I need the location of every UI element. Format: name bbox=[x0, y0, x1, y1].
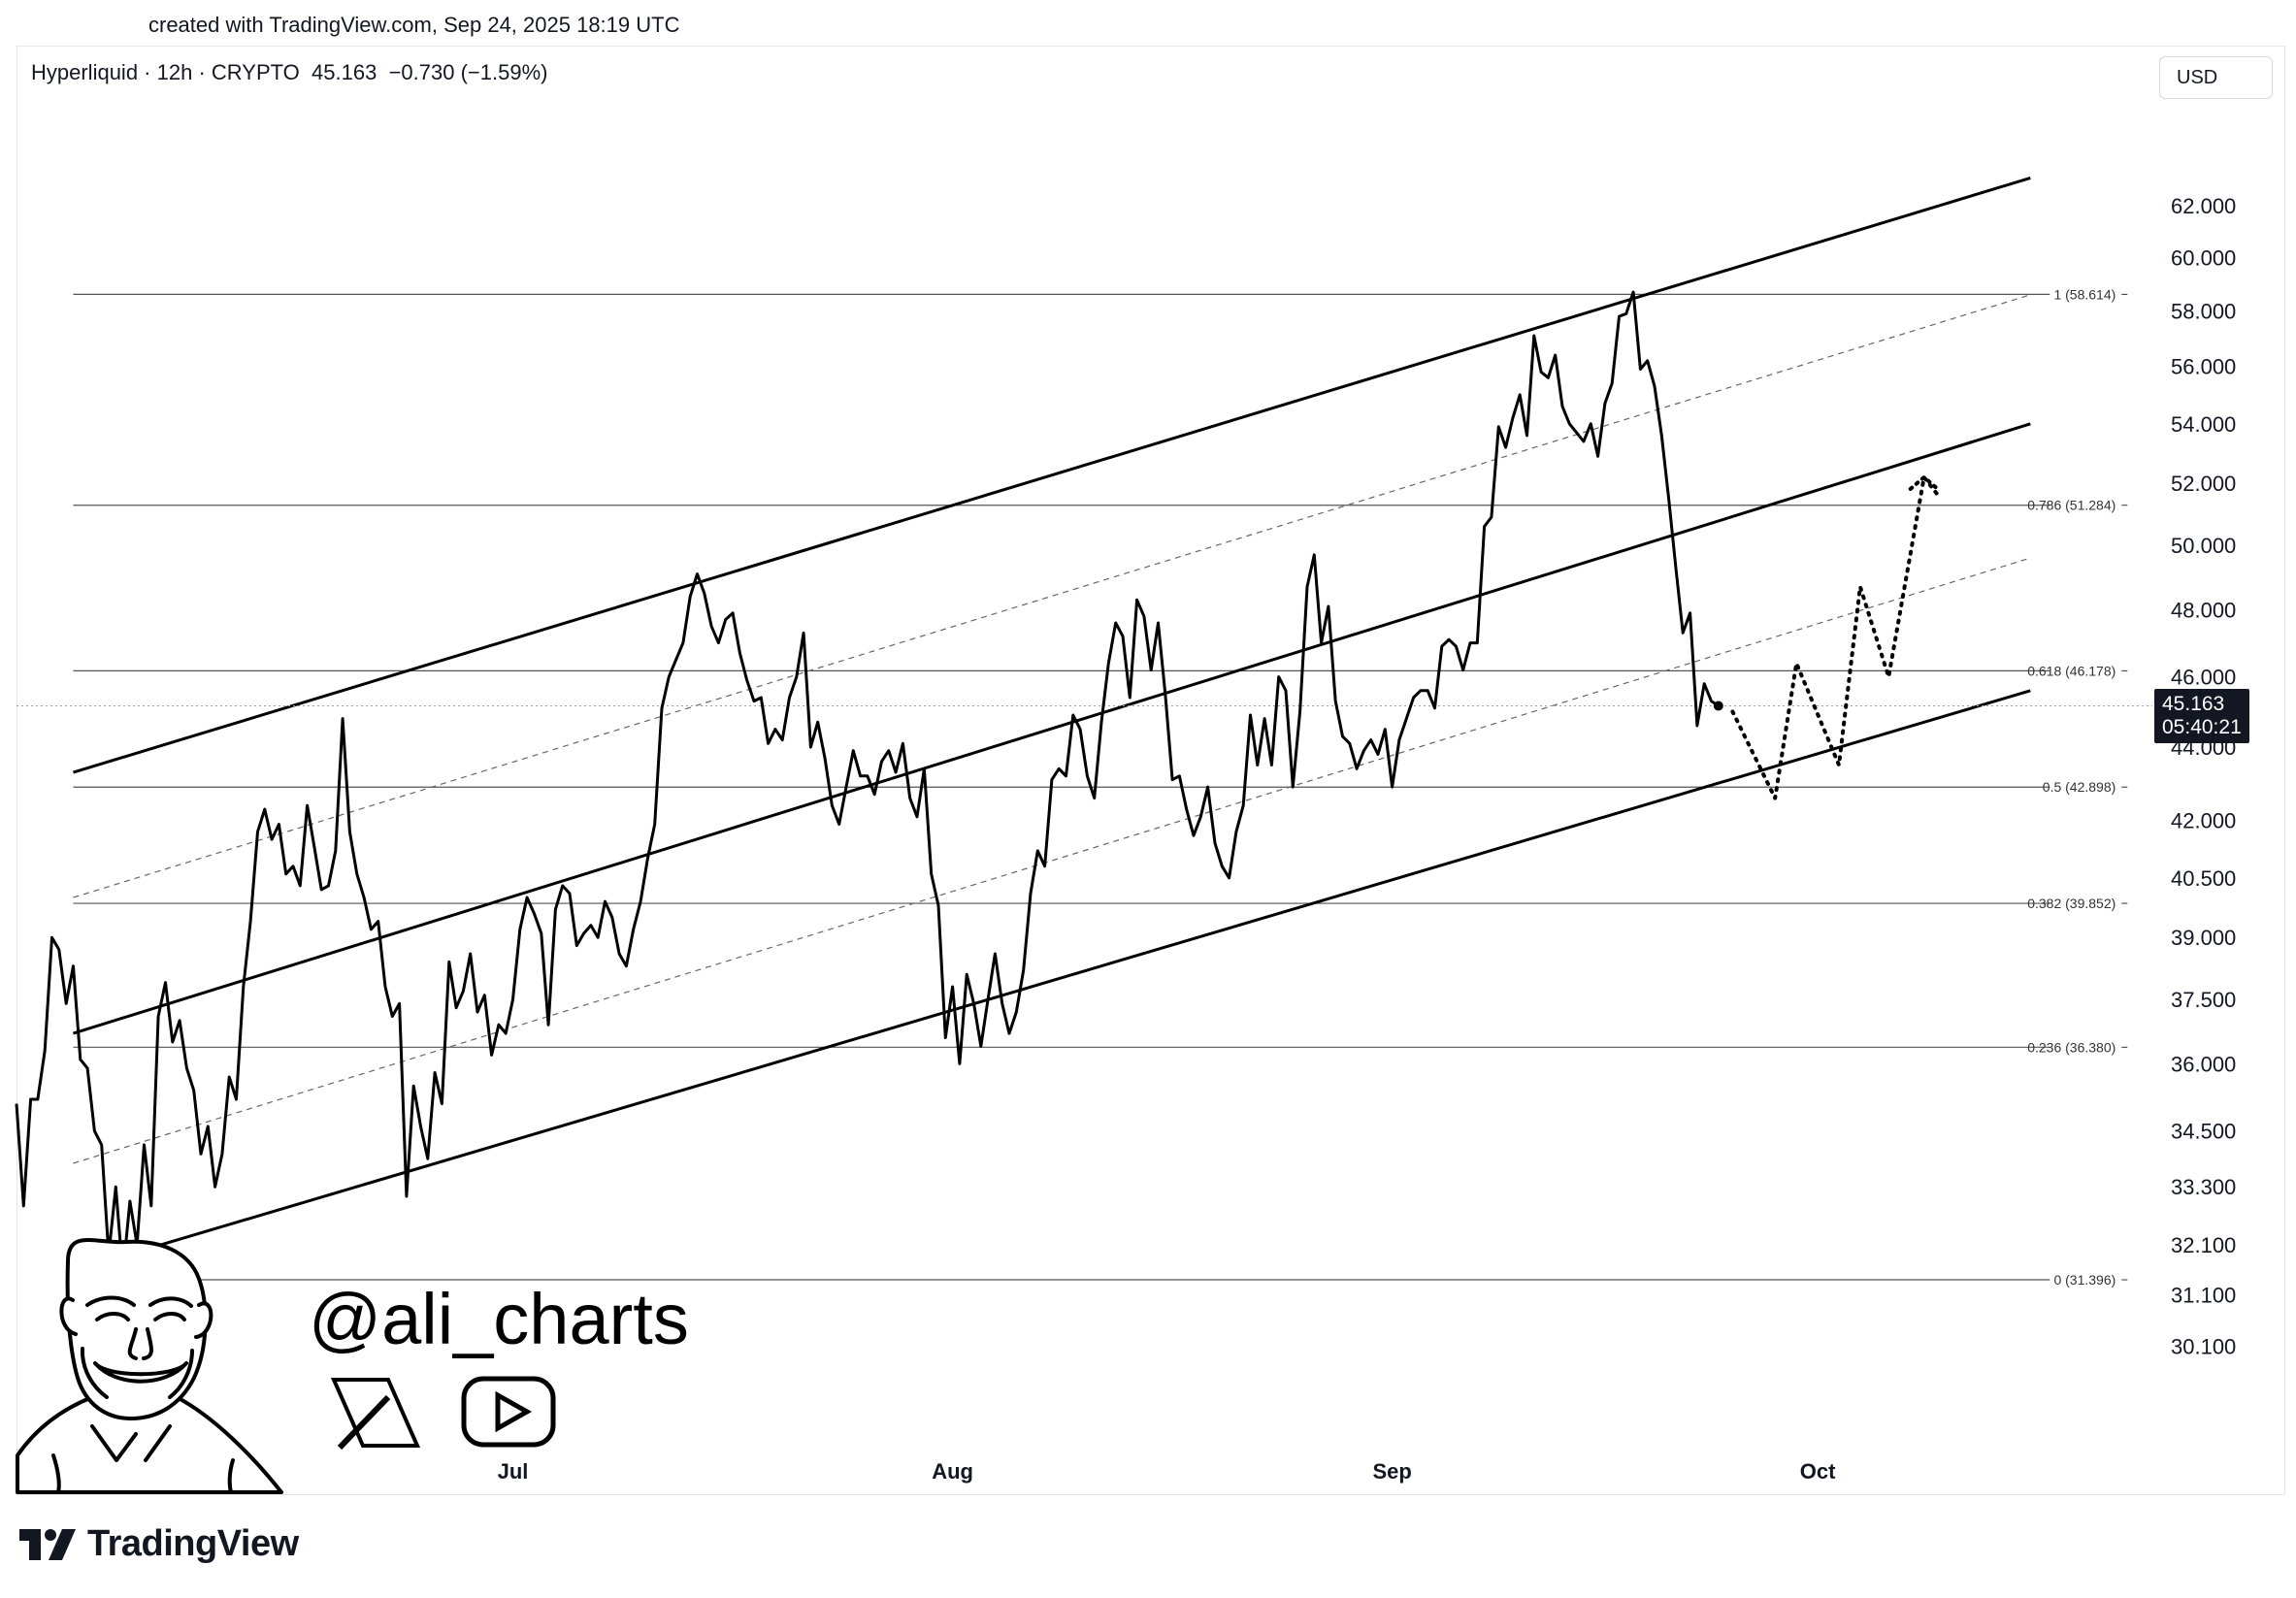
y-tick-label: 37.500 bbox=[2171, 988, 2236, 1012]
channel-upper-line bbox=[73, 176, 2031, 774]
channel-lower-line bbox=[144, 689, 2031, 1252]
author-handle: @ali_charts bbox=[309, 1279, 689, 1359]
x-tick-label: Oct bbox=[1800, 1459, 1836, 1484]
y-tick-label: 54.000 bbox=[2171, 412, 2236, 437]
y-tick-label: 46.000 bbox=[2171, 666, 2236, 690]
fib-level-label: 0.5 (42.898) bbox=[2043, 779, 2116, 795]
fib-level-label: 0.382 (39.852) bbox=[2027, 896, 2116, 911]
channel-middle-line bbox=[73, 422, 2031, 1035]
time-axis: JunJulAugSepOct bbox=[69, 1459, 1837, 1484]
y-tick-label: 39.000 bbox=[2171, 926, 2236, 950]
price-series bbox=[15, 290, 1941, 1277]
fib-level-label: 0 (31.396) bbox=[2053, 1272, 2116, 1288]
y-tick-label: 58.000 bbox=[2171, 300, 2236, 324]
fib-level-label: 0.786 (51.284) bbox=[2027, 498, 2116, 513]
projection-series-line bbox=[1730, 474, 1941, 800]
x-logo-icon[interactable] bbox=[330, 1378, 421, 1451]
channel-dashed-lower-line bbox=[73, 557, 2031, 1164]
x-tick-label: Jul bbox=[498, 1459, 529, 1484]
y-tick-label: 62.000 bbox=[2171, 194, 2236, 218]
channel-dashed-upper-line bbox=[73, 294, 2031, 898]
fibonacci-levels: 1 (58.614) 0.786 (51.284) 0.618 (46.178) 0.… bbox=[73, 286, 2128, 1288]
legend-change-pct: (−1.59%) bbox=[460, 60, 548, 84]
y-tick-label: 60.000 bbox=[2171, 245, 2236, 270]
chart-panel bbox=[16, 46, 2285, 1495]
parallel-channel bbox=[73, 176, 2031, 1252]
chart-credit: created with TradingView.com, Sep 24, 20… bbox=[148, 13, 680, 37]
bar-countdown: 05:40:21 bbox=[2162, 715, 2242, 738]
y-tick-label: 50.000 bbox=[2171, 534, 2236, 558]
y-tick-label: 42.000 bbox=[2171, 809, 2236, 833]
y-tick-label: 48.000 bbox=[2171, 598, 2236, 622]
y-tick-label: 36.000 bbox=[2171, 1052, 2236, 1076]
legend-last-price: 45.163 bbox=[312, 60, 377, 84]
legend-change: −0.730 bbox=[388, 60, 455, 84]
tradingview-logo-icon bbox=[19, 1528, 76, 1560]
fib-level-label: 0.618 (46.178) bbox=[2027, 663, 2116, 678]
x-tick-label: Sep bbox=[1372, 1459, 1411, 1484]
price-axis: 62.000 60.000 58.000 56.000 54.000 52.000 50.0… bbox=[2171, 194, 2236, 1359]
y-tick-label: 52.000 bbox=[2171, 472, 2236, 496]
youtube-play-icon[interactable] bbox=[461, 1376, 556, 1448]
x-tick-label: Aug bbox=[932, 1459, 973, 1484]
brand-name: TradingView bbox=[87, 1523, 299, 1564]
legend-interval[interactable]: 12h bbox=[156, 60, 193, 84]
y-tick-label: 33.300 bbox=[2171, 1175, 2236, 1199]
legend-exchange: CRYPTO bbox=[211, 60, 300, 84]
fib-level-label: 1 (58.614) bbox=[2053, 286, 2116, 302]
fib-level-label: 0.236 (36.380) bbox=[2027, 1039, 2116, 1055]
current-price-value: 45.163 bbox=[2162, 692, 2225, 715]
current-price-tag: 45.163 05:40:21 bbox=[2154, 688, 2249, 743]
y-tick-label: 34.500 bbox=[2171, 1120, 2236, 1144]
price-series-line bbox=[15, 290, 1720, 1277]
y-tick-label: 32.100 bbox=[2171, 1233, 2236, 1257]
avatar-caricature bbox=[16, 1238, 283, 1494]
symbol-legend: Hyperliquid · 12h · CRYPTO 45.163 −0.730… bbox=[31, 60, 548, 84]
projection-arrowhead bbox=[1908, 474, 1940, 491]
currency-button[interactable]: USD bbox=[2159, 56, 2273, 99]
legend-symbol[interactable]: Hyperliquid bbox=[31, 60, 139, 84]
y-tick-label: 40.500 bbox=[2171, 866, 2236, 891]
y-tick-label: 56.000 bbox=[2171, 355, 2236, 379]
y-tick-label: 30.100 bbox=[2171, 1335, 2236, 1359]
last-price-dot bbox=[1713, 701, 1723, 711]
y-tick-label: 31.100 bbox=[2171, 1283, 2236, 1307]
tradingview-brand[interactable]: TradingView bbox=[19, 1523, 299, 1565]
